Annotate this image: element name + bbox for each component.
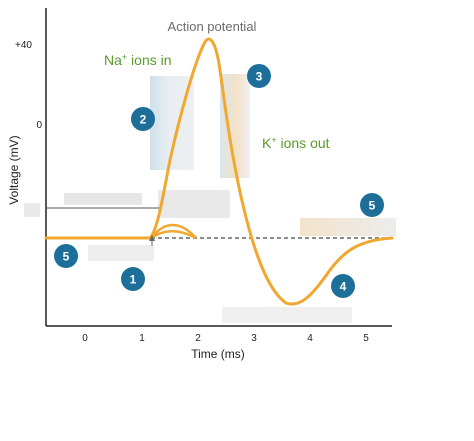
badge-3: 3 — [247, 64, 271, 88]
x-tick-label-2: 2 — [195, 333, 201, 344]
y-tick-label-0: 0 — [36, 120, 42, 131]
badge-2: 2 — [131, 107, 155, 131]
x-tick-label-5: 5 — [363, 333, 369, 344]
badge-5-right: 5 — [360, 193, 384, 217]
svg-text:5: 5 — [63, 250, 70, 264]
x-tick-label-4: 4 — [307, 333, 313, 344]
svg-text:2: 2 — [140, 113, 147, 127]
badge-1: 1 — [121, 267, 145, 291]
label-blank-resting[interactable] — [88, 245, 154, 261]
x-tick-label-0: 0 — [82, 333, 88, 344]
label-blank-left-margin[interactable] — [24, 203, 40, 217]
svg-text:4: 4 — [340, 280, 347, 294]
badge-5-left: 5 — [54, 244, 78, 268]
y-tick-label-plus40: +40 — [15, 40, 32, 51]
action-potential-curve — [44, 37, 394, 306]
label-blank-stimulus[interactable] — [64, 193, 142, 205]
failed-initiation-bump-inner — [151, 230, 197, 240]
x-tick-label-1: 1 — [139, 333, 145, 344]
svg-text:5: 5 — [369, 199, 376, 213]
diagram-title: Action potential — [168, 19, 257, 34]
label-blank-hyperpolarization[interactable] — [222, 307, 352, 323]
badge-4: 4 — [331, 274, 355, 298]
label-blank-threshold[interactable] — [158, 190, 230, 218]
svg-text:1: 1 — [130, 273, 137, 287]
na-ions-in-label: Na+ ions in — [104, 52, 172, 68]
k-ions-out-label: K+ ions out — [262, 135, 330, 151]
y-axis-label: Voltage (mV) — [7, 135, 21, 204]
x-tick-label-3: 3 — [251, 333, 257, 344]
x-axis-label: Time (ms) — [191, 347, 245, 361]
svg-text:3: 3 — [256, 70, 263, 84]
stimulus-arrow-head — [149, 235, 155, 241]
label-blank-right-resting[interactable] — [300, 218, 396, 236]
